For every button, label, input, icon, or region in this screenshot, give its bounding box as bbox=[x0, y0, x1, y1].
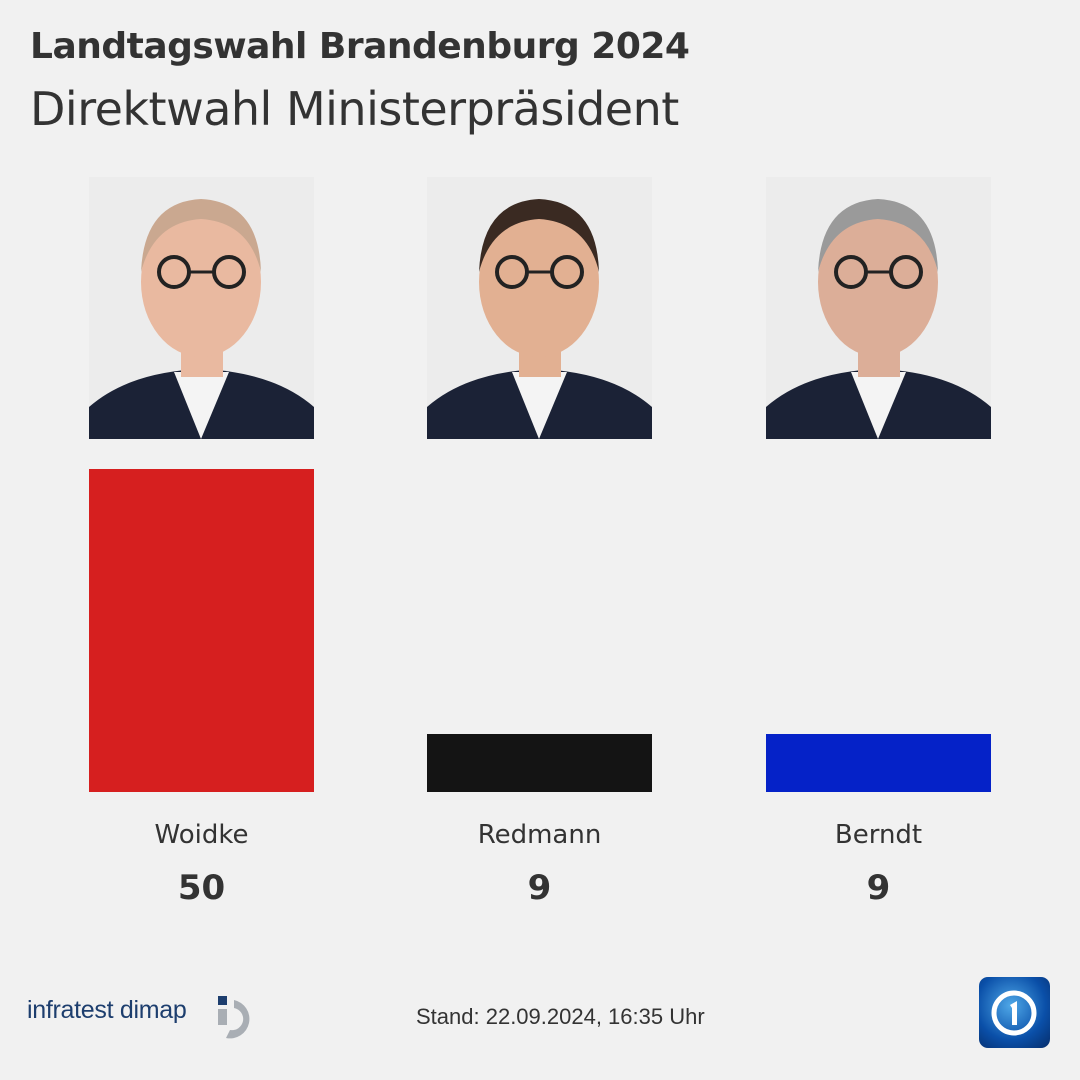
candidate-photo-woidke bbox=[89, 177, 314, 439]
data-label: 50 bbox=[177, 868, 226, 908]
candidate-photo-redmann bbox=[427, 177, 652, 439]
bar-woidke bbox=[89, 469, 314, 792]
tagesschau-logo bbox=[979, 977, 1050, 1048]
ard-one-icon bbox=[991, 990, 1037, 1036]
chart-title: Landtagswahl Brandenburg 2024 bbox=[30, 26, 690, 67]
infratest-dimap-mark-icon bbox=[218, 996, 250, 1039]
category-label: Redmann bbox=[477, 820, 602, 850]
data-label: 9 bbox=[527, 868, 552, 908]
candidate-photo-berndt bbox=[766, 177, 991, 439]
category-label: Woidke bbox=[154, 820, 249, 850]
category-label: Berndt bbox=[834, 820, 923, 850]
data-label: 9 bbox=[866, 868, 891, 908]
chart-subtitle: Direktwahl Ministerpräsident bbox=[30, 82, 679, 136]
timestamp: Stand: 22.09.2024, 16:35 Uhr bbox=[416, 1004, 705, 1029]
bar-redmann bbox=[427, 733, 652, 792]
infratest-dimap-logo: infratest dimap bbox=[27, 996, 187, 1024]
bar-berndt bbox=[766, 733, 991, 792]
